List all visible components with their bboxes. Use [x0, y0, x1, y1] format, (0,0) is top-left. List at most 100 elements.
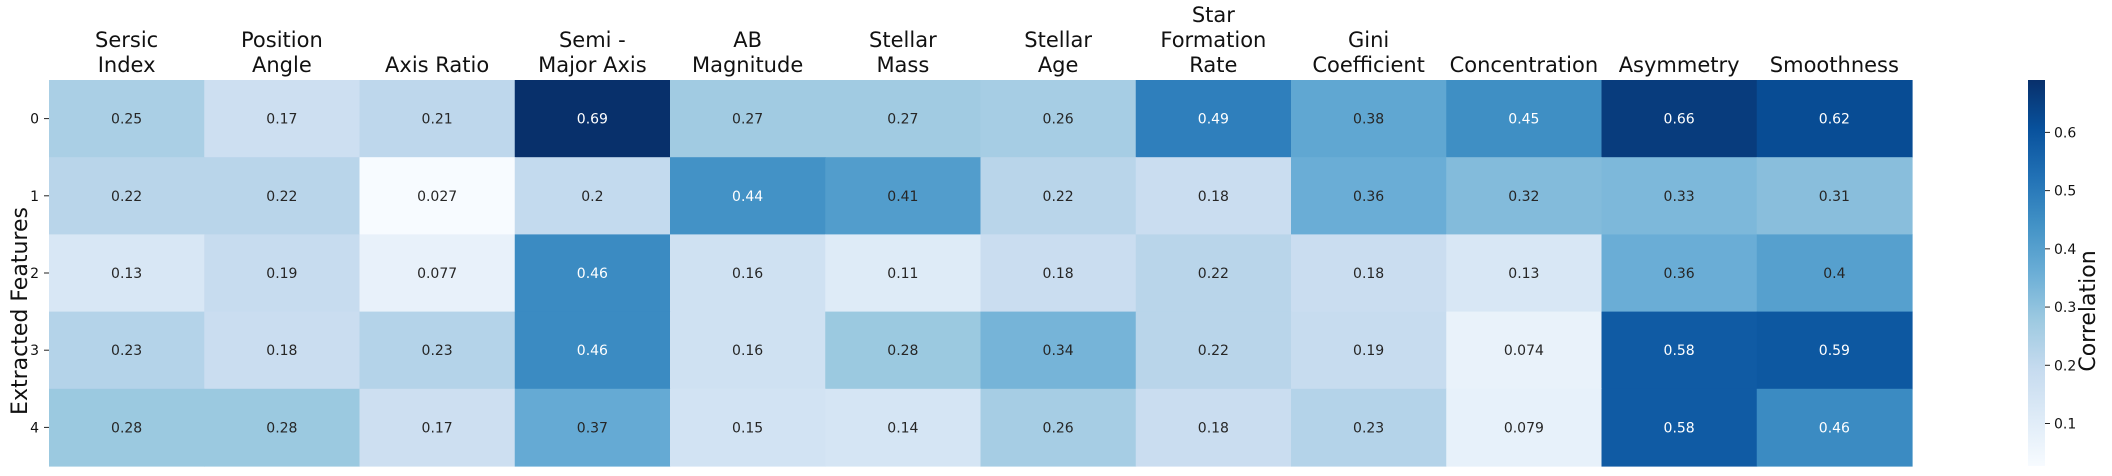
heatmap-cell [359, 234, 516, 313]
colorbar-tick-label: 0.3 [2054, 300, 2076, 316]
heatmap-cell [359, 388, 516, 467]
cell-value-label: 0.027 [417, 189, 457, 205]
cell-value-label: 0.26 [1043, 420, 1074, 436]
cell-value-label: 0.18 [1353, 266, 1384, 282]
column-label-line: Position [241, 28, 323, 52]
heatmap-cell [49, 311, 205, 390]
heatmap-cells: 0.25 0.17 0.21 0.69 0.27 0.27 0.26 0.49 0.38 0.45… [49, 80, 1913, 467]
column-label: Star Formation Rate [1160, 3, 1266, 77]
cell-value-label: 0.22 [1198, 266, 1229, 282]
cell-value-label: 0.079 [1504, 420, 1544, 436]
heatmap-cell [204, 234, 361, 313]
heatmap-cell [1601, 311, 1758, 390]
cell-value-label: 0.36 [1353, 189, 1384, 205]
column-label: Semi -Major Axis [538, 28, 647, 77]
heatmap-cell [359, 311, 516, 390]
heatmap-cell [825, 157, 982, 235]
column-label: AB Magnitude [692, 28, 803, 77]
heatmap-cell [49, 80, 205, 158]
heatmap-cell [825, 388, 982, 467]
cell-value-label: 0.18 [266, 343, 297, 359]
cell-value-label: 0.21 [422, 112, 453, 128]
cell-value-label: 0.22 [111, 189, 142, 205]
cell-value-label: 0.077 [417, 266, 457, 282]
heatmap-cell [514, 311, 671, 390]
column-label-line: Age [1038, 53, 1079, 77]
cell-value-label: 0.59 [1819, 343, 1850, 359]
heatmap-cell [204, 311, 361, 390]
heatmap-cell [1135, 80, 1292, 158]
cell-value-label: 0.41 [887, 189, 918, 205]
row-label: 0 [30, 112, 39, 128]
heatmap-cell [1446, 234, 1603, 313]
heatmap-cell [1291, 157, 1447, 235]
heatmap-cell [980, 311, 1137, 390]
heatmap-cell [204, 80, 361, 158]
cell-value-label: 0.4 [1823, 266, 1845, 282]
column-label: Smoothness [1770, 53, 1899, 77]
column-label-line: Angle [252, 53, 312, 77]
heatmap-cell [1446, 311, 1603, 390]
heatmap-cell [1756, 234, 1913, 313]
colorbar-tick-label: 0.6 [2054, 125, 2076, 141]
heatmap-cell [825, 80, 982, 158]
heatmap-cell [1601, 388, 1758, 467]
cell-value-label: 0.23 [422, 343, 453, 359]
row-label: 1 [30, 189, 39, 205]
colorbar-gradient [2028, 80, 2045, 466]
cell-value-label: 0.27 [887, 112, 918, 128]
heatmap-cell [670, 311, 826, 390]
cell-value-label: 0.18 [1198, 420, 1229, 436]
cell-value-label: 0.46 [577, 343, 608, 359]
column-label: Asymmetry [1619, 53, 1740, 77]
column-label-line: Major Axis [538, 53, 647, 77]
heatmap-cell [359, 157, 516, 235]
column-label-line: Formation [1160, 28, 1266, 52]
colorbar-tick-label: 0.4 [2054, 242, 2076, 258]
cell-value-label: 0.22 [266, 189, 297, 205]
cell-value-label: 0.17 [266, 112, 297, 128]
cell-value-label: 0.22 [1198, 343, 1229, 359]
cell-value-label: 0.46 [1819, 420, 1850, 436]
y-axis-label: Extracted Features [8, 207, 33, 415]
heatmap-cell [1756, 311, 1913, 390]
heatmap-cell [1135, 311, 1292, 390]
column-label-line: Axis Ratio [385, 53, 489, 77]
column-label-line: Concentration [1450, 53, 1599, 77]
cell-value-label: 0.18 [1043, 266, 1074, 282]
cell-value-label: 0.49 [1198, 112, 1229, 128]
heatmap-cell [1756, 388, 1913, 467]
row-labels: 0 1 2 3 4 [30, 112, 49, 436]
heatmap-cell [204, 157, 361, 235]
cell-value-label: 0.074 [1504, 343, 1544, 359]
cell-value-label: 0.13 [1508, 266, 1539, 282]
heatmap-cell [980, 388, 1137, 467]
cell-value-label: 0.23 [1353, 420, 1384, 436]
heatmap-cell [825, 234, 982, 313]
column-label-line: Gini [1348, 28, 1389, 52]
heatmap-cell [1446, 388, 1603, 467]
cell-value-label: 0.28 [887, 343, 918, 359]
row-label: 4 [30, 420, 39, 436]
column-label-line: Semi - [559, 28, 626, 52]
cell-value-label: 0.32 [1508, 189, 1539, 205]
heatmap-cell [980, 234, 1137, 313]
cell-value-label: 0.46 [577, 266, 608, 282]
column-label-line: Stellar [1024, 28, 1092, 52]
cell-value-label: 0.28 [266, 420, 297, 436]
column-label-line: Stellar [869, 28, 937, 52]
cell-value-label: 0.15 [732, 420, 763, 436]
heatmap-cell [1291, 388, 1447, 467]
cell-value-label: 0.31 [1819, 189, 1850, 205]
cell-value-label: 0.2 [581, 189, 603, 205]
colorbar-tick-label: 0.1 [2054, 417, 2076, 433]
colorbar-label: Correlation [2076, 250, 2101, 371]
column-label-line: Index [98, 53, 156, 77]
heatmap-cell [1446, 157, 1603, 235]
cell-value-label: 0.19 [266, 266, 297, 282]
column-label: Gini Coefficient [1312, 28, 1425, 77]
heatmap-cell [1135, 157, 1292, 235]
cell-value-label: 0.23 [111, 343, 142, 359]
cell-value-label: 0.25 [111, 112, 142, 128]
